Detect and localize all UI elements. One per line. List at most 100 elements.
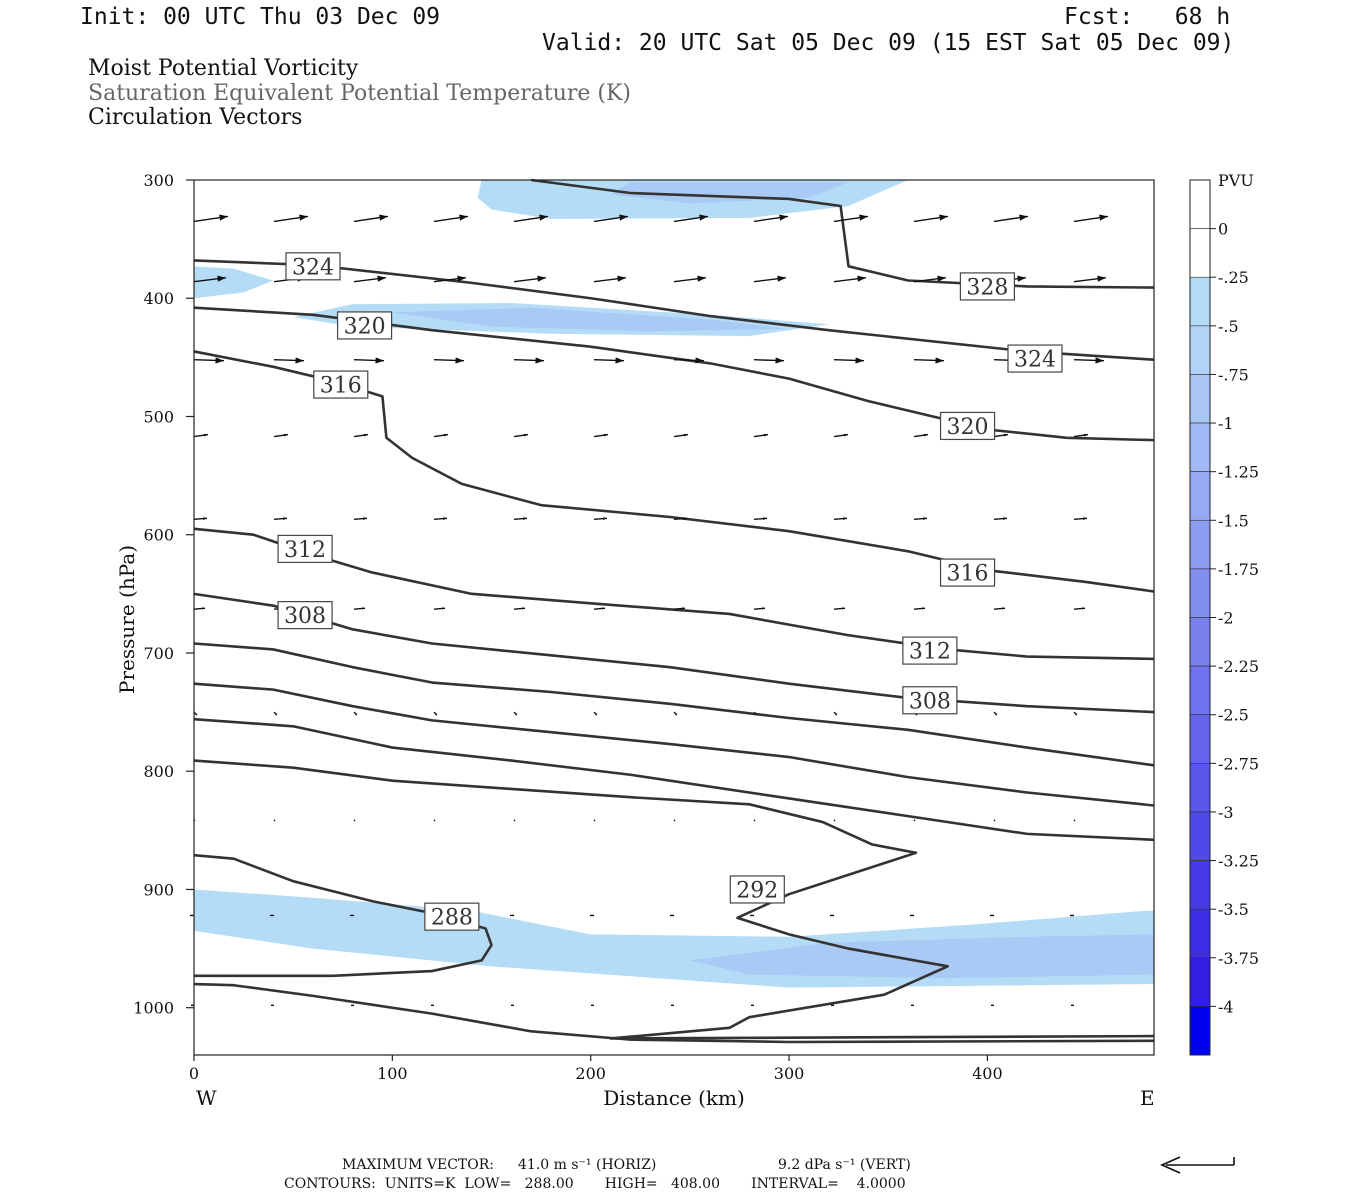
contour-label: 328 [966,275,1008,300]
x-axis-label: Distance (km) [603,1086,745,1110]
vector-head [363,517,367,520]
colorbar-swatch [1189,957,1211,1007]
contour-label-box [959,272,1015,301]
colorbar-label: -4 [1218,997,1234,1016]
title-mpv: Moist Potential Vorticity [88,56,359,81]
vector-shaft [513,711,518,716]
contour-label: 308 [909,689,951,714]
vector-head [1097,275,1106,282]
vector-head [283,517,287,520]
vector-head [855,357,864,364]
vector-shaft [753,711,758,716]
vector-shaft [513,819,516,822]
contour-label: 324 [1014,348,1056,373]
contour-320 [193,306,1155,442]
vector-head [1019,214,1028,221]
colorbar-swatch [1189,908,1211,959]
contour-label-box [939,558,996,587]
colorbar-label: -2 [1218,609,1234,628]
colorbar-label: -.5 [1218,317,1239,336]
vector-head [203,517,207,520]
contour-label: 316 [947,562,989,587]
colorbar-swatch [1189,179,1211,229]
vector-head [619,214,628,221]
vector-head [443,433,448,437]
contour-label: 320 [344,314,386,339]
contour-304 [193,642,1155,767]
vector-head [539,214,548,221]
vector-head [695,357,704,364]
vector-shaft [593,711,598,716]
vector-head [1099,214,1108,221]
vector-shaft [433,819,436,822]
vector-head [615,357,624,364]
vector-head [617,275,626,282]
colorbar-label: -1.5 [1218,511,1249,530]
colorbar-title: PVU [1218,171,1254,190]
vector-head [377,275,386,282]
vector-head [601,607,605,610]
vector-head [775,357,784,364]
colorbar-swatch [1189,374,1211,424]
contour-label-box [902,636,958,665]
colorbar-label: -1.25 [1218,463,1259,482]
vector-head [295,357,304,364]
vector-head [935,357,944,364]
contour-label-box [424,902,480,931]
colorbar-swatch [1189,860,1211,910]
contour-label: 316 [320,374,362,399]
vector-head [1083,433,1088,437]
vector-head [681,607,685,610]
contour-296 [193,717,1155,842]
mpv-region [194,266,274,299]
x-tick-label: 400 [972,1064,1003,1083]
west-label: W [196,1086,217,1110]
colorbar-swatch [1189,471,1211,521]
vector-head [937,275,946,282]
colorbar-label: -.25 [1218,268,1249,287]
colorbar-label: -2.5 [1218,706,1249,725]
vector-head [1001,607,1005,610]
east-label: E [1140,1086,1155,1110]
contour-label: 324 [292,255,334,280]
contour-label: 312 [909,640,951,665]
vector-head [217,275,226,282]
mpv-region [689,934,1154,979]
forecast-hour: Fcst: 68 h [1064,4,1231,30]
vector-shaft [913,819,916,822]
vector-shaft [833,819,836,822]
colorbar-label: -3.25 [1218,852,1259,871]
vector-shaft [353,819,356,822]
contour-label: 288 [431,906,473,931]
contour-label: 308 [284,604,326,629]
vector-shaft [353,711,358,716]
y-tick-label: 700 [143,644,174,663]
vector-head [843,433,848,437]
colorbar-label: -3.5 [1218,900,1249,919]
vector-head [923,433,928,437]
vector-head [761,607,765,610]
vector-head [683,433,688,437]
vector-head [375,357,384,364]
contour-info: CONTOURS: UNITS=K LOW= 288.00 HIGH= 408.… [284,1176,906,1192]
vector-head [455,357,464,364]
contour-288 [193,853,493,978]
vector-head [939,214,948,221]
vector-head [363,433,368,437]
colorbar-label: -.75 [1218,365,1249,384]
vector-shaft [1073,819,1076,822]
y-tick-label: 600 [143,526,174,545]
y-tick-label: 400 [143,289,174,308]
max-vector-horiz: 41.0 m s⁻¹ (HORIZ) [518,1157,657,1173]
vector-head [299,214,308,221]
colorbar-swatch [1189,617,1211,667]
colorbar-label: -1.75 [1218,560,1259,579]
colorbar-swatch [1189,422,1211,472]
vector-head [459,214,468,221]
vector-shaft [433,711,438,716]
vector-head [843,517,847,520]
vector-head [361,607,365,610]
vector-head [535,357,544,364]
vector-head [1003,433,1008,437]
vector-head [537,275,546,282]
